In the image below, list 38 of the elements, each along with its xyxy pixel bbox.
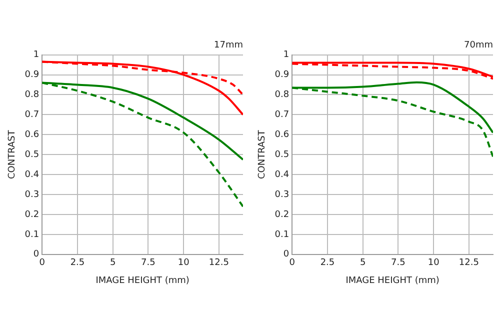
x-tick-label: 2.5 [320, 258, 335, 268]
x-tick-label: 2.5 [70, 258, 85, 268]
y-axis-title: CONTRAST [8, 130, 18, 180]
y-tick-label: 0.7 [24, 110, 40, 120]
y-tick-label: 0.7 [274, 110, 290, 120]
x-tick-label: 12.5 [458, 258, 479, 268]
y-tick-label: 0.4 [274, 170, 290, 180]
y-tick-label: 0.8 [274, 90, 290, 100]
y-tick-label: 0.5 [274, 150, 290, 160]
x-tick-label: 7.5 [141, 258, 156, 268]
y-tick-label: 0.6 [24, 130, 40, 140]
x-tick-label: 5 [110, 258, 116, 268]
y-tick-label: 0.3 [274, 190, 290, 200]
chart-title: 17mm [214, 40, 243, 51]
y-tick-label: 0 [33, 250, 40, 260]
y-tick-label: 1 [283, 50, 290, 60]
x-tick-label: 10 [178, 258, 190, 268]
y-tick-label: 0.8 [24, 90, 40, 100]
y-tick-label: 0.3 [24, 190, 40, 200]
x-axis-title: IMAGE HEIGHT (mm) [346, 276, 440, 286]
y-tick-label: 0.1 [24, 230, 40, 240]
y-tick-label: 0.9 [24, 70, 40, 80]
x-tick-label: 12.5 [208, 258, 229, 268]
y-tick-label: 0.6 [274, 130, 290, 140]
y-axis-title: CONTRAST [258, 130, 268, 180]
y-tick-label: 0 [283, 250, 290, 260]
y-tick-label: 0.9 [274, 70, 290, 80]
y-tick-label: 0.1 [274, 230, 290, 240]
y-tick-label: 0.2 [24, 210, 40, 220]
y-tick-label: 0.5 [24, 150, 40, 160]
x-tick-label: 7.5 [391, 258, 406, 268]
chart-title: 70mm [464, 40, 493, 51]
x-tick-label: 10 [428, 258, 440, 268]
y-tick-label: 1 [33, 50, 40, 60]
y-tick-label: 0.4 [24, 170, 40, 180]
x-axis-title: IMAGE HEIGHT (mm) [96, 276, 190, 286]
y-tick-label: 0.2 [274, 210, 290, 220]
x-tick-label: 5 [360, 258, 366, 268]
